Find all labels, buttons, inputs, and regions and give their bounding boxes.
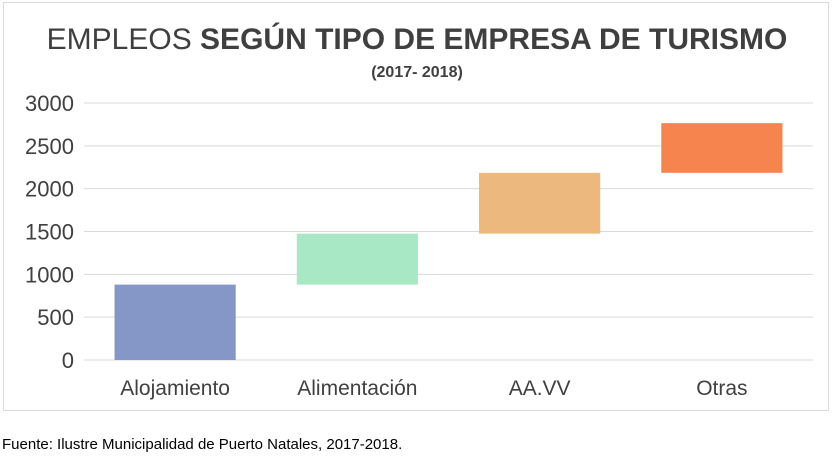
- x-category-label: Otras: [696, 377, 747, 400]
- y-tick-label: 2000: [25, 177, 74, 202]
- y-axis-ticks: 0 500 1000 1500 2000 2500 3000: [25, 91, 74, 373]
- y-tick-label: 1000: [25, 262, 74, 287]
- y-tick-label: 1500: [25, 220, 74, 245]
- x-axis-categories: Alojamiento Alimentación AA.VV Otras: [120, 377, 747, 400]
- source-note: Fuente: Ilustre Municipalidad de Puerto …: [2, 436, 403, 453]
- bar-alimentaci-n: [296, 233, 418, 285]
- chart-subtitle: (2017- 2018): [371, 64, 463, 81]
- y-tick-label: 500: [37, 305, 74, 330]
- x-category-label: Alojamiento: [120, 377, 230, 400]
- y-tick-label: 3000: [25, 91, 74, 116]
- bars: [114, 123, 783, 360]
- chart-title-bold: SEGÚN TIPO DE EMPRESA DE TURISMO: [200, 22, 787, 56]
- y-tick-label: 0: [62, 348, 74, 373]
- chart-frame: EMPLEOS SEGÚN TIPO DE EMPRESA DE TURISMO…: [3, 2, 829, 411]
- bar-alojamiento: [114, 284, 236, 360]
- x-category-label: Alimentación: [297, 377, 417, 400]
- chart-title: EMPLEOS SEGÚN TIPO DE EMPRESA DE TURISMO: [47, 22, 788, 56]
- bar-aa-vv: [479, 172, 601, 234]
- bar-otras: [661, 123, 783, 173]
- x-category-label: AA.VV: [509, 377, 571, 400]
- y-tick-label: 2500: [25, 134, 74, 159]
- chart-title-light: EMPLEOS: [47, 23, 200, 56]
- waterfall-chart: EMPLEOS SEGÚN TIPO DE EMPRESA DE TURISMO…: [25, 22, 813, 400]
